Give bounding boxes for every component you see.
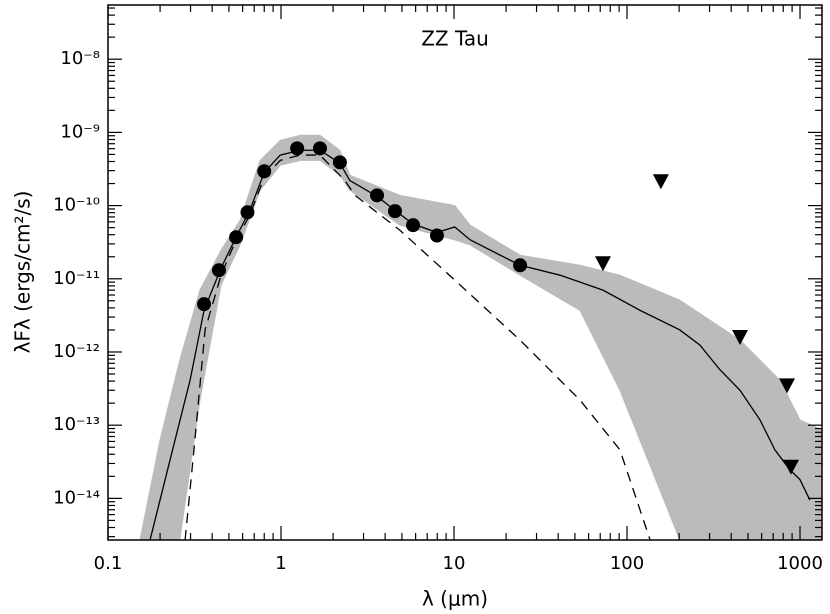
data-point — [257, 164, 272, 179]
x-tick-label: 10 — [443, 553, 466, 574]
y-tick-label: 10⁻¹¹ — [53, 268, 100, 289]
y-tick-label: 10⁻⁸ — [60, 48, 100, 69]
x-axis-label: λ (μm) — [422, 587, 488, 611]
plot-area — [139, 134, 822, 540]
model-band — [139, 134, 822, 540]
photosphere-line — [184, 154, 651, 540]
x-tick-label: 1 — [275, 553, 286, 574]
upper-limit — [732, 330, 749, 346]
data-point — [290, 141, 305, 156]
data-point — [211, 263, 226, 278]
x-tick-label: 1000 — [777, 553, 823, 574]
upper-limit — [779, 378, 796, 394]
upper-limit — [783, 459, 800, 475]
data-point — [429, 228, 444, 243]
data-point — [513, 258, 528, 273]
data-point — [332, 155, 347, 170]
data-point — [312, 141, 327, 156]
y-tick-label: 10⁻¹⁰ — [53, 195, 100, 216]
upper-limit — [652, 174, 669, 190]
y-axis-label: λFλ (ergs/cm²/s) — [11, 191, 35, 354]
y-tick-label: 10⁻¹³ — [53, 414, 100, 435]
data-point — [229, 230, 244, 245]
y-tick-label: 10⁻¹⁴ — [53, 487, 100, 508]
data-point — [388, 204, 403, 219]
chart-title: ZZ Tau — [421, 27, 489, 51]
y-tick-label: 10⁻¹² — [53, 341, 100, 362]
y-tick-label: 10⁻⁹ — [60, 121, 100, 142]
data-point — [406, 218, 421, 233]
upper-limit — [594, 256, 611, 272]
x-tick-label: 100 — [610, 553, 644, 574]
x-tick-label: 0.1 — [94, 553, 123, 574]
frame — [107, 4, 823, 541]
data-point — [197, 297, 212, 312]
data-point — [240, 205, 255, 220]
data-point — [370, 188, 385, 203]
